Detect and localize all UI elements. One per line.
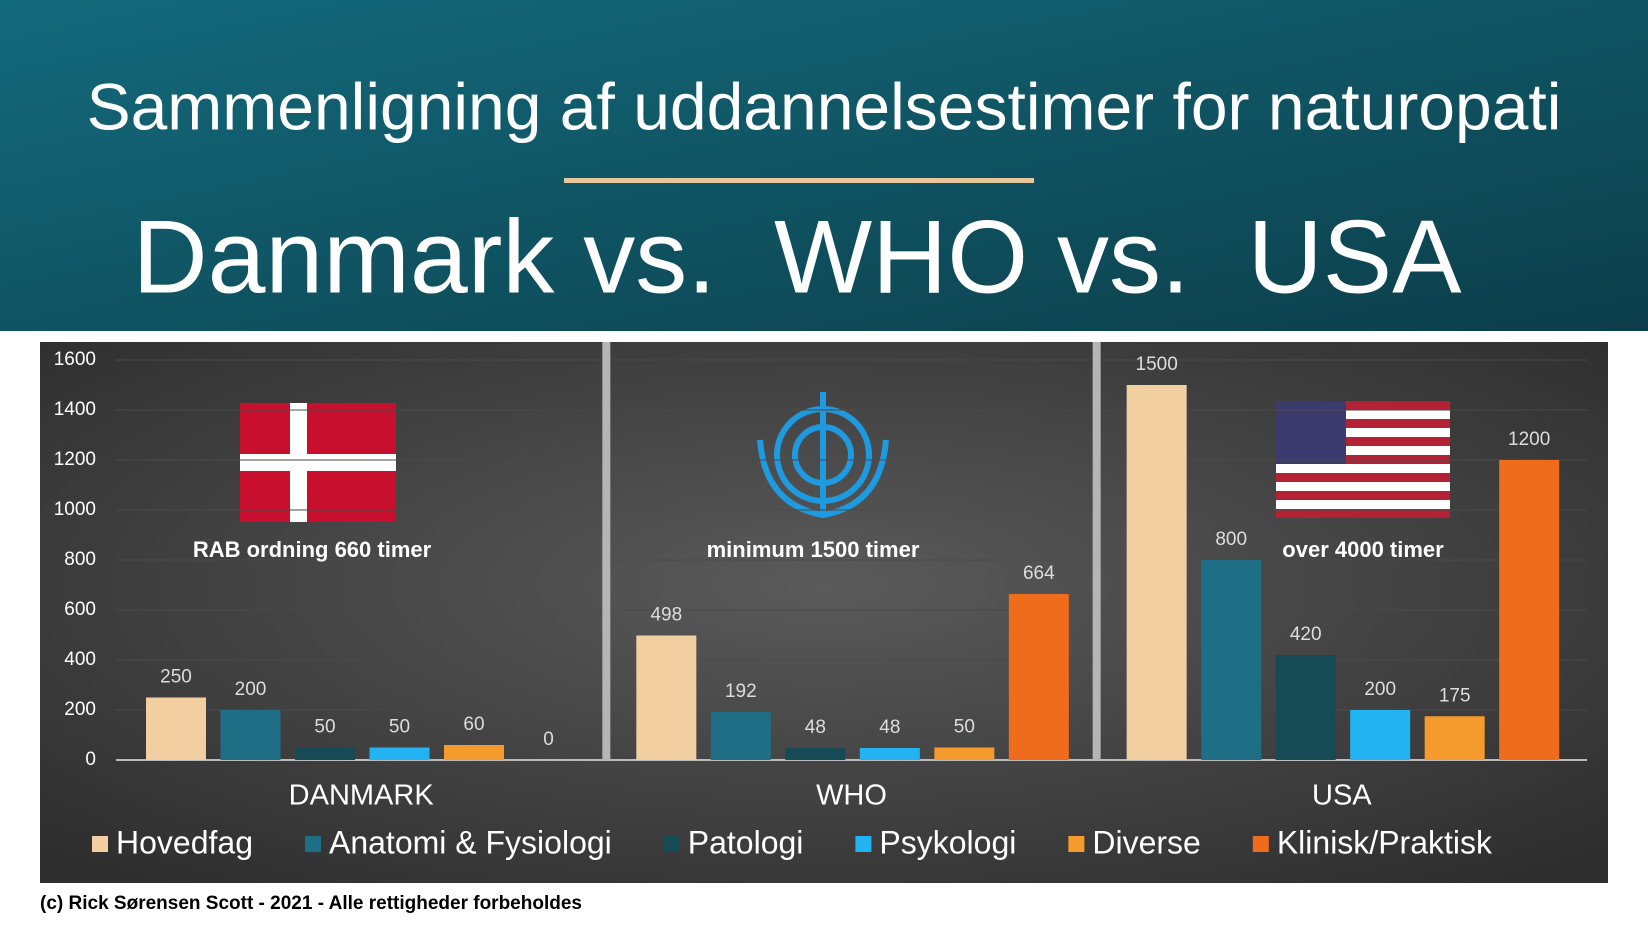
value-label: 60 [463, 714, 484, 735]
bar [369, 747, 430, 760]
legend-swatch [304, 836, 321, 852]
value-label: 48 [879, 717, 900, 738]
value-label: 0 [543, 729, 554, 750]
bar [295, 747, 355, 760]
legend-label: Anatomi & Fysiologi [329, 824, 612, 860]
y-tick-label: 600 [64, 599, 96, 620]
bar [785, 748, 846, 760]
y-tick-label: 1400 [54, 399, 96, 420]
subtitle: Danmark vs. WHO vs. USA [132, 199, 1462, 315]
annotation: RAB ordning 660 timer [193, 537, 432, 562]
y-tick-label: 200 [64, 699, 96, 720]
annotation: over 4000 timer [1282, 537, 1444, 562]
bar [1350, 710, 1411, 760]
y-tick-label: 1200 [54, 449, 96, 470]
denmark-flag [240, 403, 396, 522]
x-tick-label: USA [1312, 780, 1372, 812]
legend-swatch [855, 836, 872, 852]
value-label: 1500 [1136, 354, 1178, 375]
legend-swatch [1252, 836, 1269, 852]
value-label: 420 [1290, 624, 1322, 645]
value-label: 800 [1215, 529, 1247, 550]
value-label: 192 [725, 681, 757, 702]
legend-label: Patologi [688, 824, 804, 860]
legend-label: Diverse [1092, 824, 1200, 860]
value-label: 50 [389, 717, 410, 738]
value-label: 498 [650, 605, 682, 626]
y-tick-label: 0 [85, 749, 96, 770]
footer: (c) Rick Sørensen Scott - 2021 - Alle re… [40, 893, 582, 914]
legend-swatch [663, 836, 680, 852]
y-tick-label: 1000 [54, 499, 96, 520]
bar [220, 710, 281, 760]
divider [564, 178, 1034, 183]
y-tick-label: 400 [64, 649, 96, 670]
y-tick-label: 800 [64, 549, 96, 570]
value-label: 200 [235, 679, 267, 700]
bar [444, 745, 504, 760]
bar [859, 748, 920, 760]
bar [934, 747, 995, 760]
bar [1201, 560, 1262, 760]
bar [1008, 594, 1069, 760]
who-emblem [757, 392, 889, 519]
title: Sammenligning af uddannelsestimer for na… [87, 69, 1562, 143]
value-label: 48 [805, 717, 826, 738]
annotation: minimum 1500 timer [707, 537, 920, 562]
value-label: 175 [1439, 685, 1471, 706]
legend-swatch [92, 836, 108, 852]
value-label: 250 [160, 667, 192, 688]
legend-label: Psykologi [879, 824, 1016, 860]
header-band [0, 0, 1648, 331]
usa-flag [1276, 401, 1450, 518]
value-label: 664 [1023, 563, 1055, 584]
bar [636, 635, 697, 760]
x-tick-label: DANMARK [289, 780, 435, 812]
bar [146, 697, 206, 760]
bar [710, 712, 771, 760]
legend-label: Hovedfag [116, 824, 253, 860]
x-tick-label: WHO [816, 780, 887, 812]
y-tick-label: 1600 [54, 349, 96, 370]
bar [1126, 385, 1187, 760]
bar [1275, 655, 1336, 760]
legend-swatch [1068, 836, 1085, 852]
bar [1424, 716, 1485, 760]
value-label: 50 [954, 717, 975, 738]
value-label: 50 [314, 717, 335, 738]
value-label: 200 [1364, 679, 1396, 700]
bar [1499, 460, 1560, 760]
legend-label: Klinisk/Praktisk [1277, 824, 1493, 860]
value-label: 1200 [1508, 429, 1550, 450]
